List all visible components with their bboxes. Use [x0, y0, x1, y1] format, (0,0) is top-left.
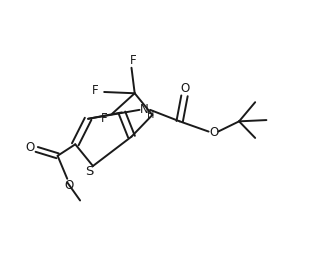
Text: F: F [130, 54, 136, 67]
Text: F: F [92, 84, 98, 97]
Text: H: H [147, 110, 155, 120]
Text: O: O [64, 179, 73, 192]
Text: O: O [181, 82, 190, 95]
Text: N: N [140, 103, 149, 116]
Text: O: O [25, 141, 34, 154]
Text: S: S [86, 165, 94, 178]
Text: F: F [101, 112, 108, 125]
Text: O: O [210, 126, 219, 139]
